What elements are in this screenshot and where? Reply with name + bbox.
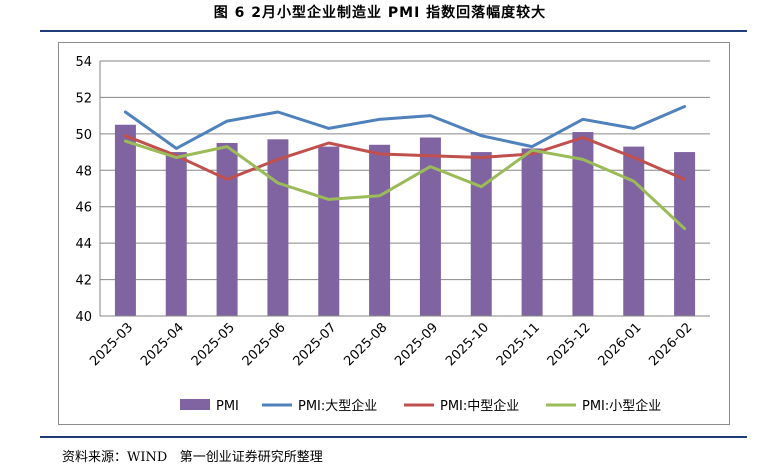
x-tick-label: 2025-12: [545, 320, 594, 369]
y-tick-label: 48: [75, 164, 92, 179]
x-tick-label: 2025-05: [189, 320, 238, 369]
bar: [623, 146, 645, 316]
y-tick-label: 50: [75, 128, 92, 143]
line-series: [123, 105, 687, 231]
gridlines: [100, 60, 710, 317]
legend-label: PMI:中型企业: [440, 398, 519, 414]
legend-swatch: [180, 399, 210, 410]
bar: [369, 144, 391, 316]
x-tick-label: 2025-04: [138, 320, 187, 369]
chart-frame: [58, 42, 730, 425]
bar: [165, 152, 187, 316]
x-tick-label: 2025-03: [87, 320, 136, 369]
x-tick-label: 2025-07: [291, 320, 340, 369]
bottom-rule: [40, 436, 747, 438]
legend-label: PMI: [216, 399, 239, 414]
y-tick-label: 54: [75, 55, 92, 70]
x-tick-label: 2025-09: [392, 320, 441, 369]
top-rule: [40, 30, 747, 32]
bar: [216, 142, 238, 316]
x-tick-label: 2025-11: [494, 320, 543, 369]
bar: [470, 152, 492, 316]
x-tick-label: 2025-06: [240, 320, 289, 369]
bar: [267, 139, 289, 316]
bar: [572, 132, 594, 316]
y-tick-label: 42: [75, 274, 92, 289]
y-tick-label: 44: [75, 237, 92, 252]
bar: [318, 146, 340, 316]
source-note: 资料来源：WIND 第一创业证券研究所整理: [62, 450, 323, 465]
legend-label: PMI:大型企业: [298, 398, 377, 414]
legend: PMI PMI:大型企业 PMI:中型企业 PMI:小型企业: [180, 398, 661, 414]
x-tick-label: 2025-10: [443, 320, 492, 369]
series-line: [123, 134, 687, 181]
bar-series: [114, 124, 696, 316]
bar: [114, 124, 136, 316]
y-tick-label: 40: [75, 310, 92, 325]
y-tick-label: 46: [75, 201, 92, 216]
legend-label: PMI:小型企业: [582, 398, 661, 414]
figure-title: 图 6 2月小型企业制造业 PMI 指数回落幅度较大: [213, 5, 547, 21]
series-line: [123, 105, 687, 150]
bar: [419, 137, 441, 316]
y-tick-label: 52: [75, 91, 92, 106]
x-tick-label: 2025-08: [341, 320, 390, 369]
bar: [674, 152, 696, 316]
x-tick-label: 2026-01: [596, 320, 645, 369]
series-line: [123, 139, 687, 231]
x-tick-label: 2026-02: [646, 320, 695, 369]
bar: [521, 148, 543, 316]
